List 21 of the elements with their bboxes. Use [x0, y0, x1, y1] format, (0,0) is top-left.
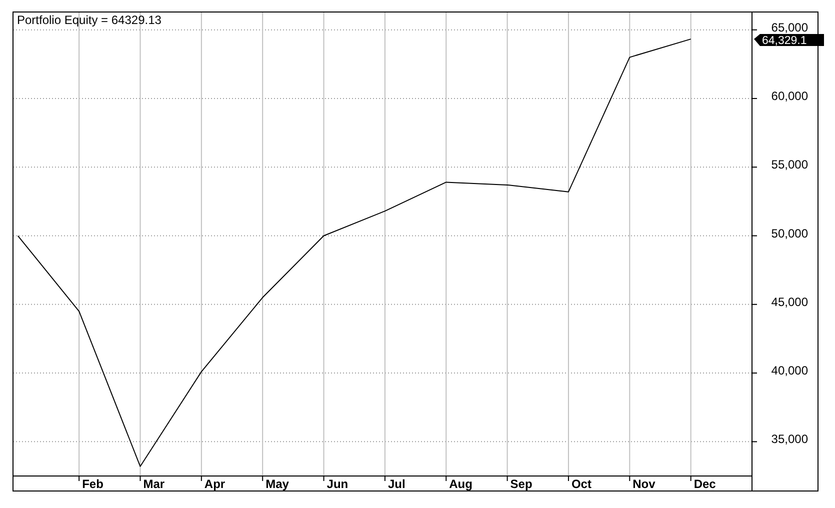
chart-title: Portfolio Equity = 64329.13 — [17, 13, 162, 27]
y-tick-label: 65,000 — [771, 20, 808, 34]
x-tick-label: Sep — [510, 477, 532, 491]
y-tick-label: 50,000 — [771, 226, 808, 240]
text: 64,329.1 — [762, 35, 807, 48]
x-tick-label: Aug — [449, 477, 472, 491]
y-tick-label: 55,000 — [771, 158, 808, 172]
x-tick-label: May — [266, 477, 290, 491]
y-tick-label: 45,000 — [771, 294, 808, 309]
y-tick-label: 40,000 — [771, 364, 808, 378]
x-tick-label: Jun — [326, 477, 348, 491]
x-tick-label: Mar — [143, 477, 165, 491]
x-tick-label: Dec — [694, 477, 716, 491]
line-series — [17, 38, 692, 467]
x-tick-label: Jul — [388, 477, 406, 491]
x-tick-label: Oct — [571, 477, 592, 491]
x-tick-label: Nov — [632, 477, 656, 491]
x-tick-label: Apr — [204, 477, 226, 491]
y-tick-label: 60,000 — [771, 88, 808, 103]
x-tick-label: Feb — [82, 477, 104, 491]
y-tick-label: 35,000 — [771, 432, 808, 446]
